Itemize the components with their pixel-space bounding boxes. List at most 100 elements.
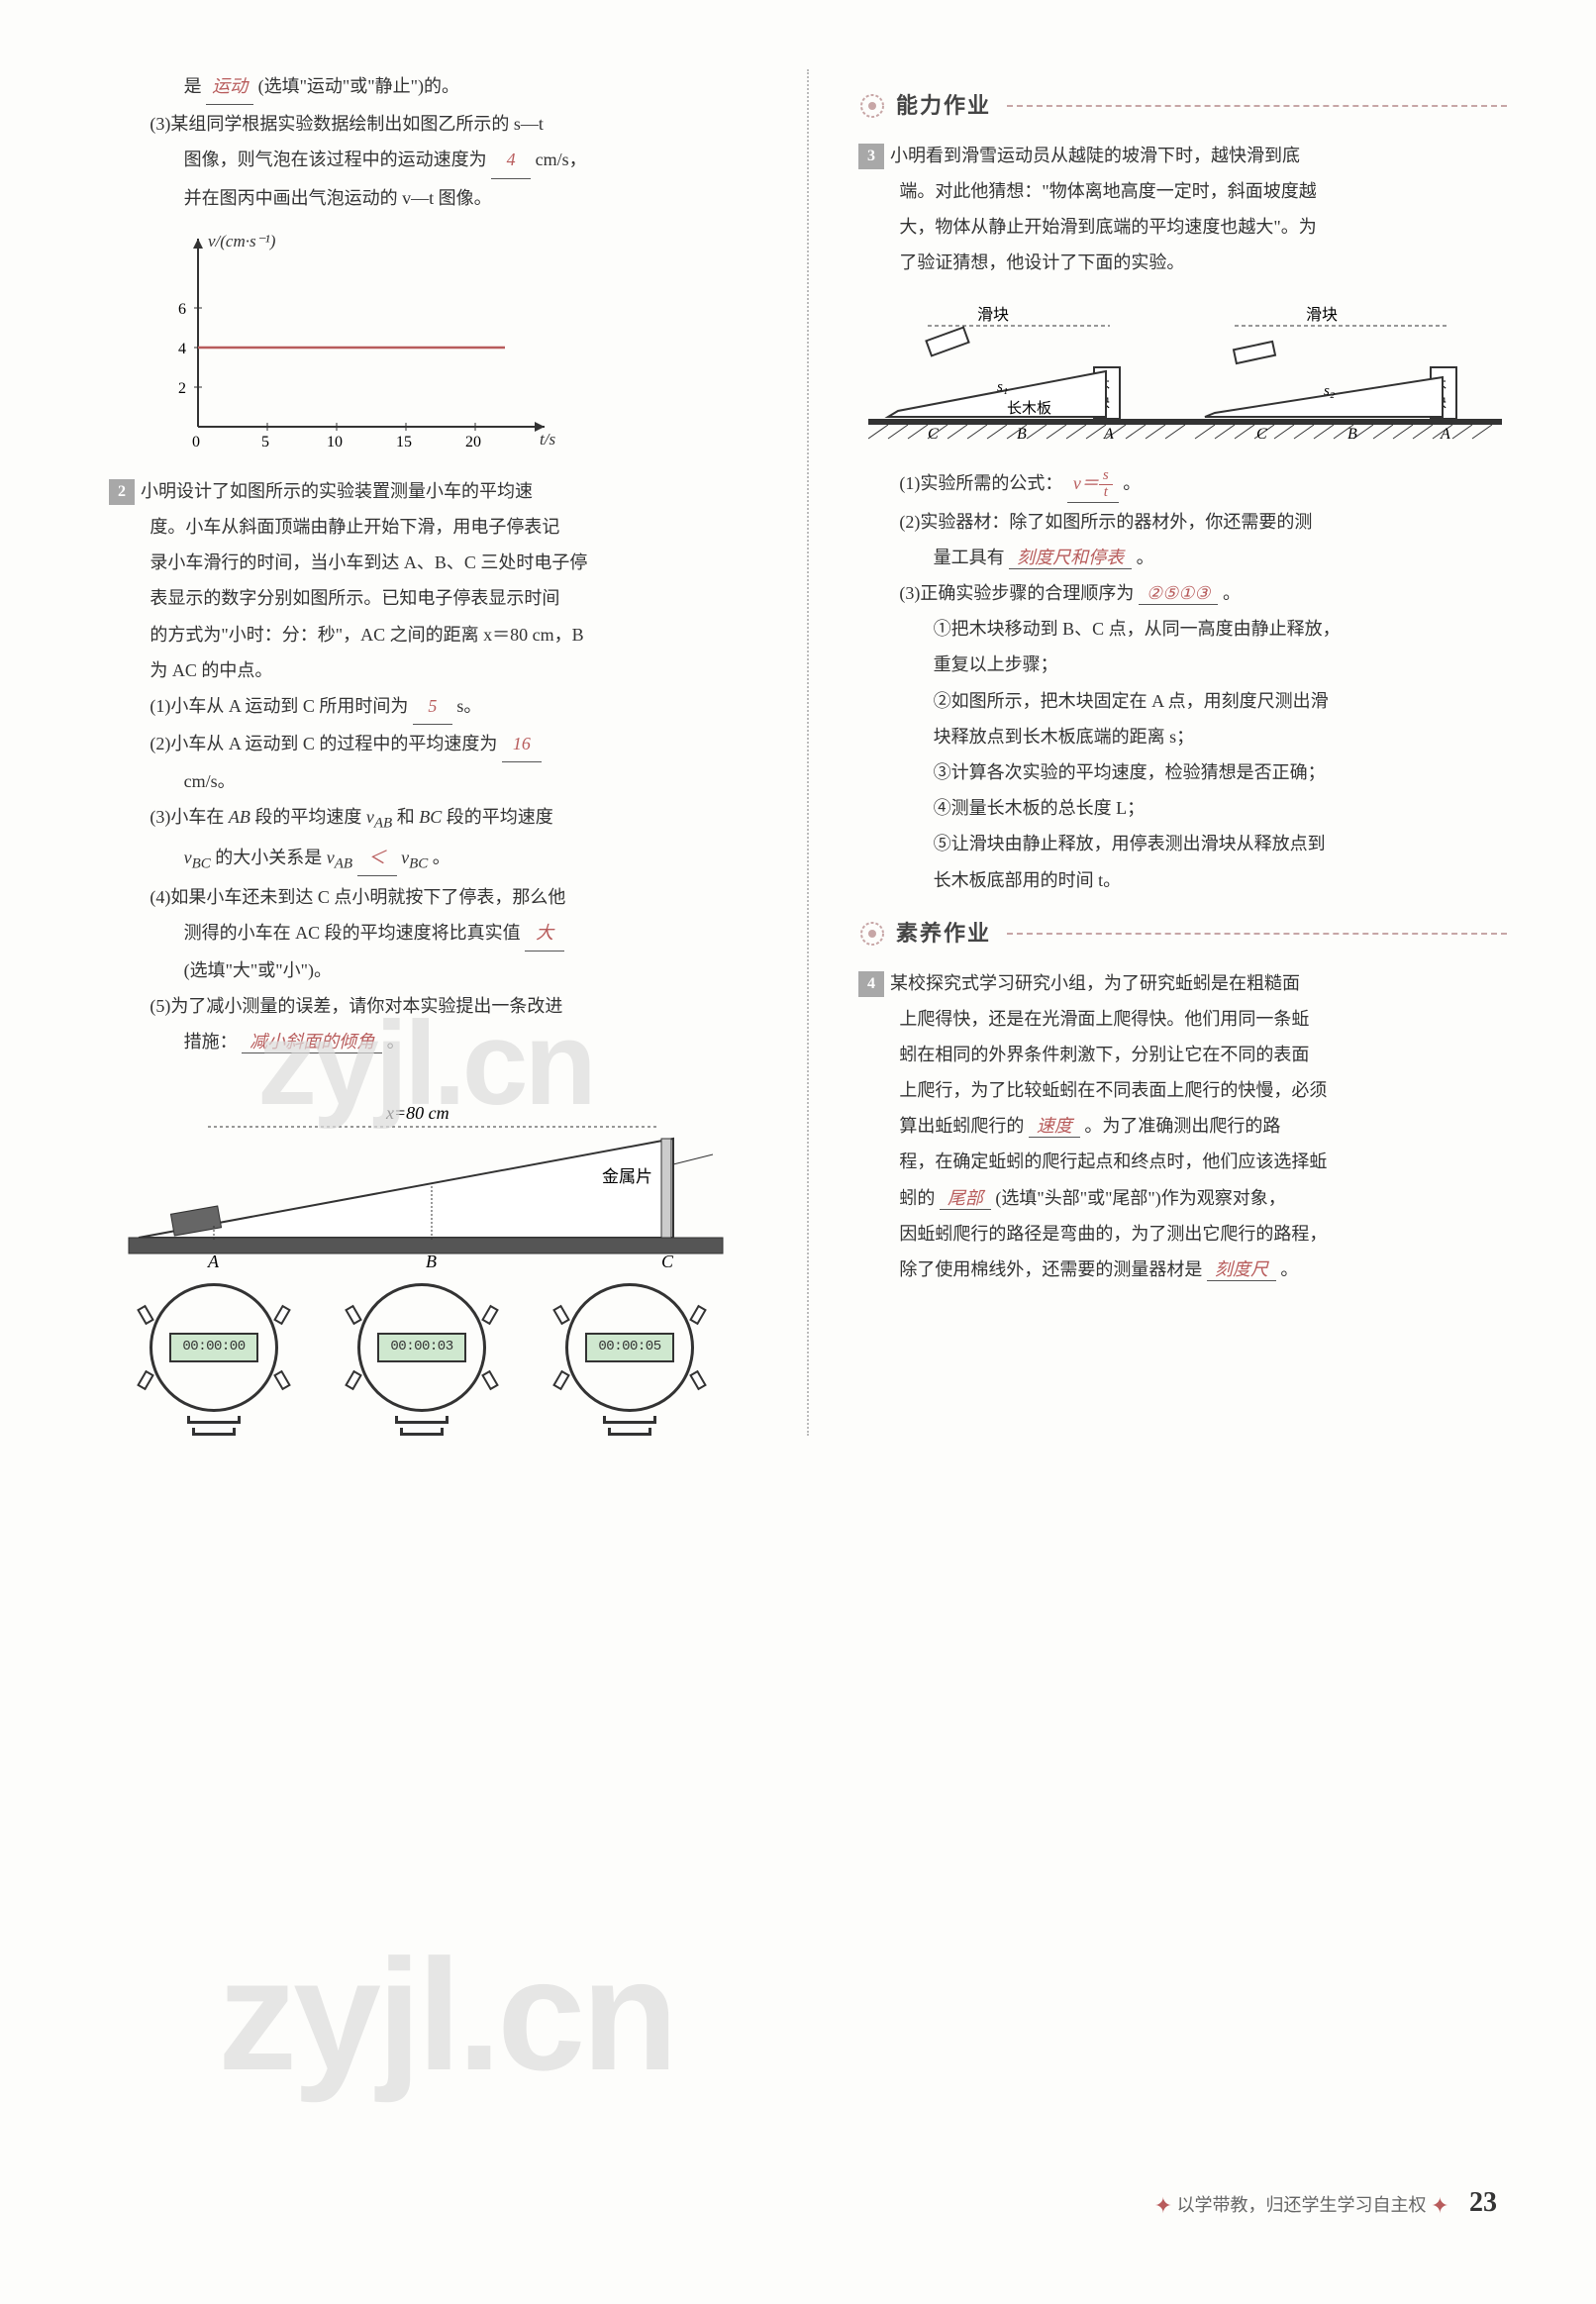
q2-1: (1)小车从 A 运动到 C 所用时间为 5 s。: [109, 689, 757, 725]
txt: (2)实验器材：除了如图所示的器材外，你还需要的测: [858, 505, 1507, 539]
section-ability: 能力作业: [858, 85, 1507, 127]
watch-b: 00:00:03: [343, 1283, 501, 1436]
q1-3b-a: (3)某组同学根据实验数据绘制出如图乙所示的 s—t: [109, 107, 757, 141]
answer-blank: ②⑤①③: [1139, 583, 1219, 605]
answer-blank: 16: [502, 727, 542, 762]
txt: 了验证猜想，他设计了下面的实验。: [858, 246, 1507, 279]
svg-text:5: 5: [261, 434, 269, 451]
q1-3b-b: 图像，则气泡在该过程中的运动速度为 4 cm/s，: [109, 143, 757, 178]
svg-text:滑块: 滑块: [1306, 306, 1338, 324]
svg-text:A: A: [1440, 426, 1450, 443]
q4-i: 除了使用棉线外，还需要的测量器材是 刻度尺 。: [858, 1252, 1507, 1286]
q2-4b: 测得的小车在 AC 段的平均速度将比真实值 大: [109, 916, 757, 952]
txt: 量工具有: [934, 548, 1005, 567]
watch-time: 00:00:00: [169, 1333, 258, 1362]
txt: 措施：: [184, 1032, 238, 1052]
txt: 图像，则气泡在该过程中的运动速度为: [184, 150, 487, 169]
svg-text:B: B: [1017, 426, 1027, 443]
svg-text:20: 20: [465, 434, 481, 451]
q3-1: (1)实验所需的公式： v＝st 。: [858, 466, 1507, 503]
txt: s。: [456, 696, 481, 716]
page-number: 23: [1469, 2187, 1497, 2218]
txt: (选填"运动"或"静止")的。: [258, 76, 459, 96]
txt: 端。对此他猜想："物体离地高度一定时，斜面坡度越: [858, 174, 1507, 208]
answer-blank: 刻度尺: [1207, 1259, 1276, 1281]
txt: 某校探究式学习研究小组，为了研究蚯蚓是在粗糙面: [890, 973, 1300, 993]
right-column: 能力作业 3 小明看到滑雪运动员从越陡的坡滑下时，越快滑到底 端。对此他猜想："物…: [858, 69, 1507, 1436]
svg-text:2: 2: [178, 380, 186, 397]
answer-blank: 尾部: [940, 1188, 991, 1210]
answer-formula: v＝st: [1067, 466, 1119, 503]
txt: 程，在确定蚯蚓的爬行起点和终点时，他们应该选择蚯: [858, 1145, 1507, 1178]
svg-text:A: A: [1103, 426, 1114, 443]
section-literacy: 素养作业: [858, 913, 1507, 954]
watermark: zyjl.cn: [218, 1864, 674, 2165]
txt: 除了使用棉线外，还需要的测量器材是: [899, 1259, 1202, 1279]
svg-text:长木板: 长木板: [1007, 399, 1051, 417]
ramp-figure: 金属片 x=80 cm A B C: [119, 1069, 733, 1267]
txt: 的方式为"小时：分：秒"，AC 之间的距离 x＝80 cm，B: [109, 618, 757, 651]
svg-text:B: B: [1347, 426, 1357, 443]
watch-time: 00:00:05: [585, 1333, 674, 1362]
txt: 录小车滑行的时间，当小车到达 A、B、C 三处时电子停: [109, 546, 757, 579]
txt: cm/s。: [109, 764, 757, 798]
step: ②如图所示，把木块固定在 A 点，用刻度尺测出滑: [858, 684, 1507, 718]
svg-text:10: 10: [327, 434, 343, 451]
qnum-3: 3: [858, 144, 884, 169]
txt: 蚓在相同的外界条件刺激下，分别让它在不同的表面: [858, 1038, 1507, 1071]
txt: 。: [1223, 583, 1241, 603]
ylabel: v/(cm·s⁻¹): [208, 232, 276, 250]
svg-text:s₁: s₁: [997, 379, 1008, 395]
svg-text:4: 4: [178, 341, 186, 357]
left-column: 是 运动 (选填"运动"或"静止")的。 (3)某组同学根据实验数据绘制出如图乙…: [109, 69, 757, 1436]
metal-label: 金属片: [602, 1167, 652, 1186]
gear-icon: [858, 920, 886, 948]
answer-blank: 4: [491, 143, 531, 178]
txt: 。: [1123, 473, 1141, 493]
txt: (选填"头部"或"尾部")作为观察对象，: [995, 1188, 1285, 1208]
answer-blank: 刻度尺和停表: [1009, 548, 1132, 569]
q2-intro: 2小明设计了如图所示的实验装置测量小车的平均速: [109, 474, 757, 508]
txt: 度。小车从斜面顶端由静止开始下滑，用电子停表记: [109, 510, 757, 544]
column-divider: [807, 69, 809, 1436]
answer-blank: ＜: [357, 841, 397, 876]
step: 长木板底部用的时间 t。: [858, 863, 1507, 897]
answer-blank: 大: [525, 916, 564, 952]
watch-time: 00:00:03: [377, 1333, 466, 1362]
section-title: 素养作业: [896, 913, 991, 954]
svg-text:A: A: [207, 1252, 220, 1267]
txt: 表显示的数字分别如图所示。已知电子停表显示时间: [109, 581, 757, 615]
dot-icon: ✦: [1431, 2193, 1448, 2218]
step: ④测量长木板的总长度 L；: [858, 791, 1507, 825]
q1-3-line: 是 运动 (选填"运动"或"静止")的。: [109, 69, 757, 105]
footer-text: 以学带教，归还学生学习自主权: [1177, 2195, 1427, 2215]
q2-4a: (4)如果小车还未到达 C 点小明就按下了停表，那么他: [109, 880, 757, 914]
svg-text:C: C: [928, 426, 939, 443]
answer-blank: 减小斜面的倾角: [242, 1032, 382, 1053]
q3-3: (3)正确实验步骤的合理顺序为 ②⑤①③ 。: [858, 576, 1507, 610]
page-footer: ✦ 以学带教，归还学生学习自主权 ✦ 23: [1154, 2176, 1497, 2229]
svg-text:C: C: [1256, 426, 1267, 443]
step: ③计算各次实验的平均速度，检验猜想是否正确；: [858, 755, 1507, 789]
q4-e: 算出蚯蚓爬行的 速度 。为了准确测出爬行的路: [858, 1109, 1507, 1143]
answer-blank: 速度: [1029, 1116, 1080, 1138]
svg-text:B: B: [426, 1252, 437, 1267]
txt: 测得的小车在 AC 段的平均速度将比真实值: [184, 923, 521, 943]
txt: 小明看到滑雪运动员从越陡的坡滑下时，越快滑到底: [890, 146, 1300, 165]
q3-2b: 量工具有 刻度尺和停表 。: [858, 541, 1507, 574]
txt: 。为了准确测出爬行的路: [1084, 1116, 1280, 1136]
txt: (选填"大"或"小")。: [109, 953, 757, 987]
answer-blank: 5: [413, 689, 452, 725]
txt: 。: [1137, 548, 1154, 567]
txt: 小明设计了如图所示的实验装置测量小车的平均速: [141, 481, 533, 501]
x-label: x=80 cm: [385, 1103, 449, 1123]
txt: 是: [184, 76, 202, 96]
dot-icon: ✦: [1154, 2193, 1172, 2218]
q2-2: (2)小车从 A 运动到 C 的过程中的平均速度为 16: [109, 727, 757, 762]
step: 重复以上步骤；: [858, 648, 1507, 681]
txt: 为 AC 的中点。: [109, 653, 757, 687]
stopwatches: 00:00:00 00:00:03: [135, 1283, 757, 1436]
txt: (2)小车从 A 运动到 C 的过程中的平均速度为: [150, 734, 497, 753]
txt: 。: [1280, 1259, 1298, 1279]
txt: 上爬行，为了比较蚯蚓在不同表面上爬行的快慢，必须: [858, 1073, 1507, 1107]
